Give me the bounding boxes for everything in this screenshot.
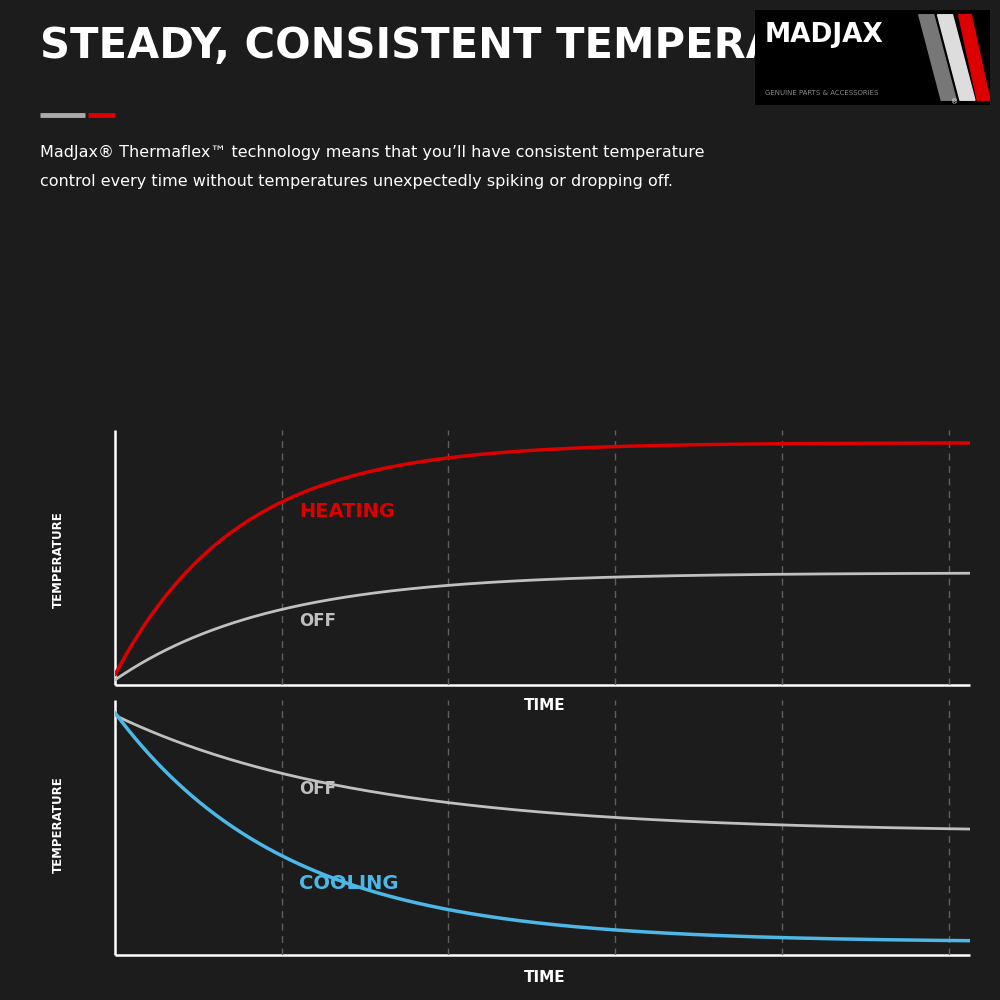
Text: TEMPERATURE: TEMPERATURE bbox=[52, 512, 64, 608]
Text: GENUINE PARTS & ACCESSORIES: GENUINE PARTS & ACCESSORIES bbox=[765, 90, 878, 96]
Polygon shape bbox=[919, 15, 956, 100]
Text: ®: ® bbox=[951, 99, 958, 105]
Text: MADJAX: MADJAX bbox=[765, 22, 884, 48]
Text: TEMPERATURE: TEMPERATURE bbox=[52, 777, 64, 873]
Text: OFF: OFF bbox=[299, 780, 336, 798]
Polygon shape bbox=[958, 15, 990, 100]
Text: TIME: TIME bbox=[524, 698, 566, 712]
Text: COOLING: COOLING bbox=[299, 874, 398, 893]
Text: STEADY, CONSISTENT TEMPERATURE: STEADY, CONSISTENT TEMPERATURE bbox=[40, 25, 898, 67]
Text: control every time without temperatures unexpectedly spiking or dropping off.: control every time without temperatures … bbox=[40, 174, 673, 189]
Text: MadJax® Thermaflex™ technology means that you’ll have consistent temperature: MadJax® Thermaflex™ technology means tha… bbox=[40, 145, 704, 160]
Text: TIME: TIME bbox=[524, 970, 566, 986]
Text: OFF: OFF bbox=[299, 612, 336, 630]
Polygon shape bbox=[938, 15, 975, 100]
Text: HEATING: HEATING bbox=[299, 502, 395, 521]
